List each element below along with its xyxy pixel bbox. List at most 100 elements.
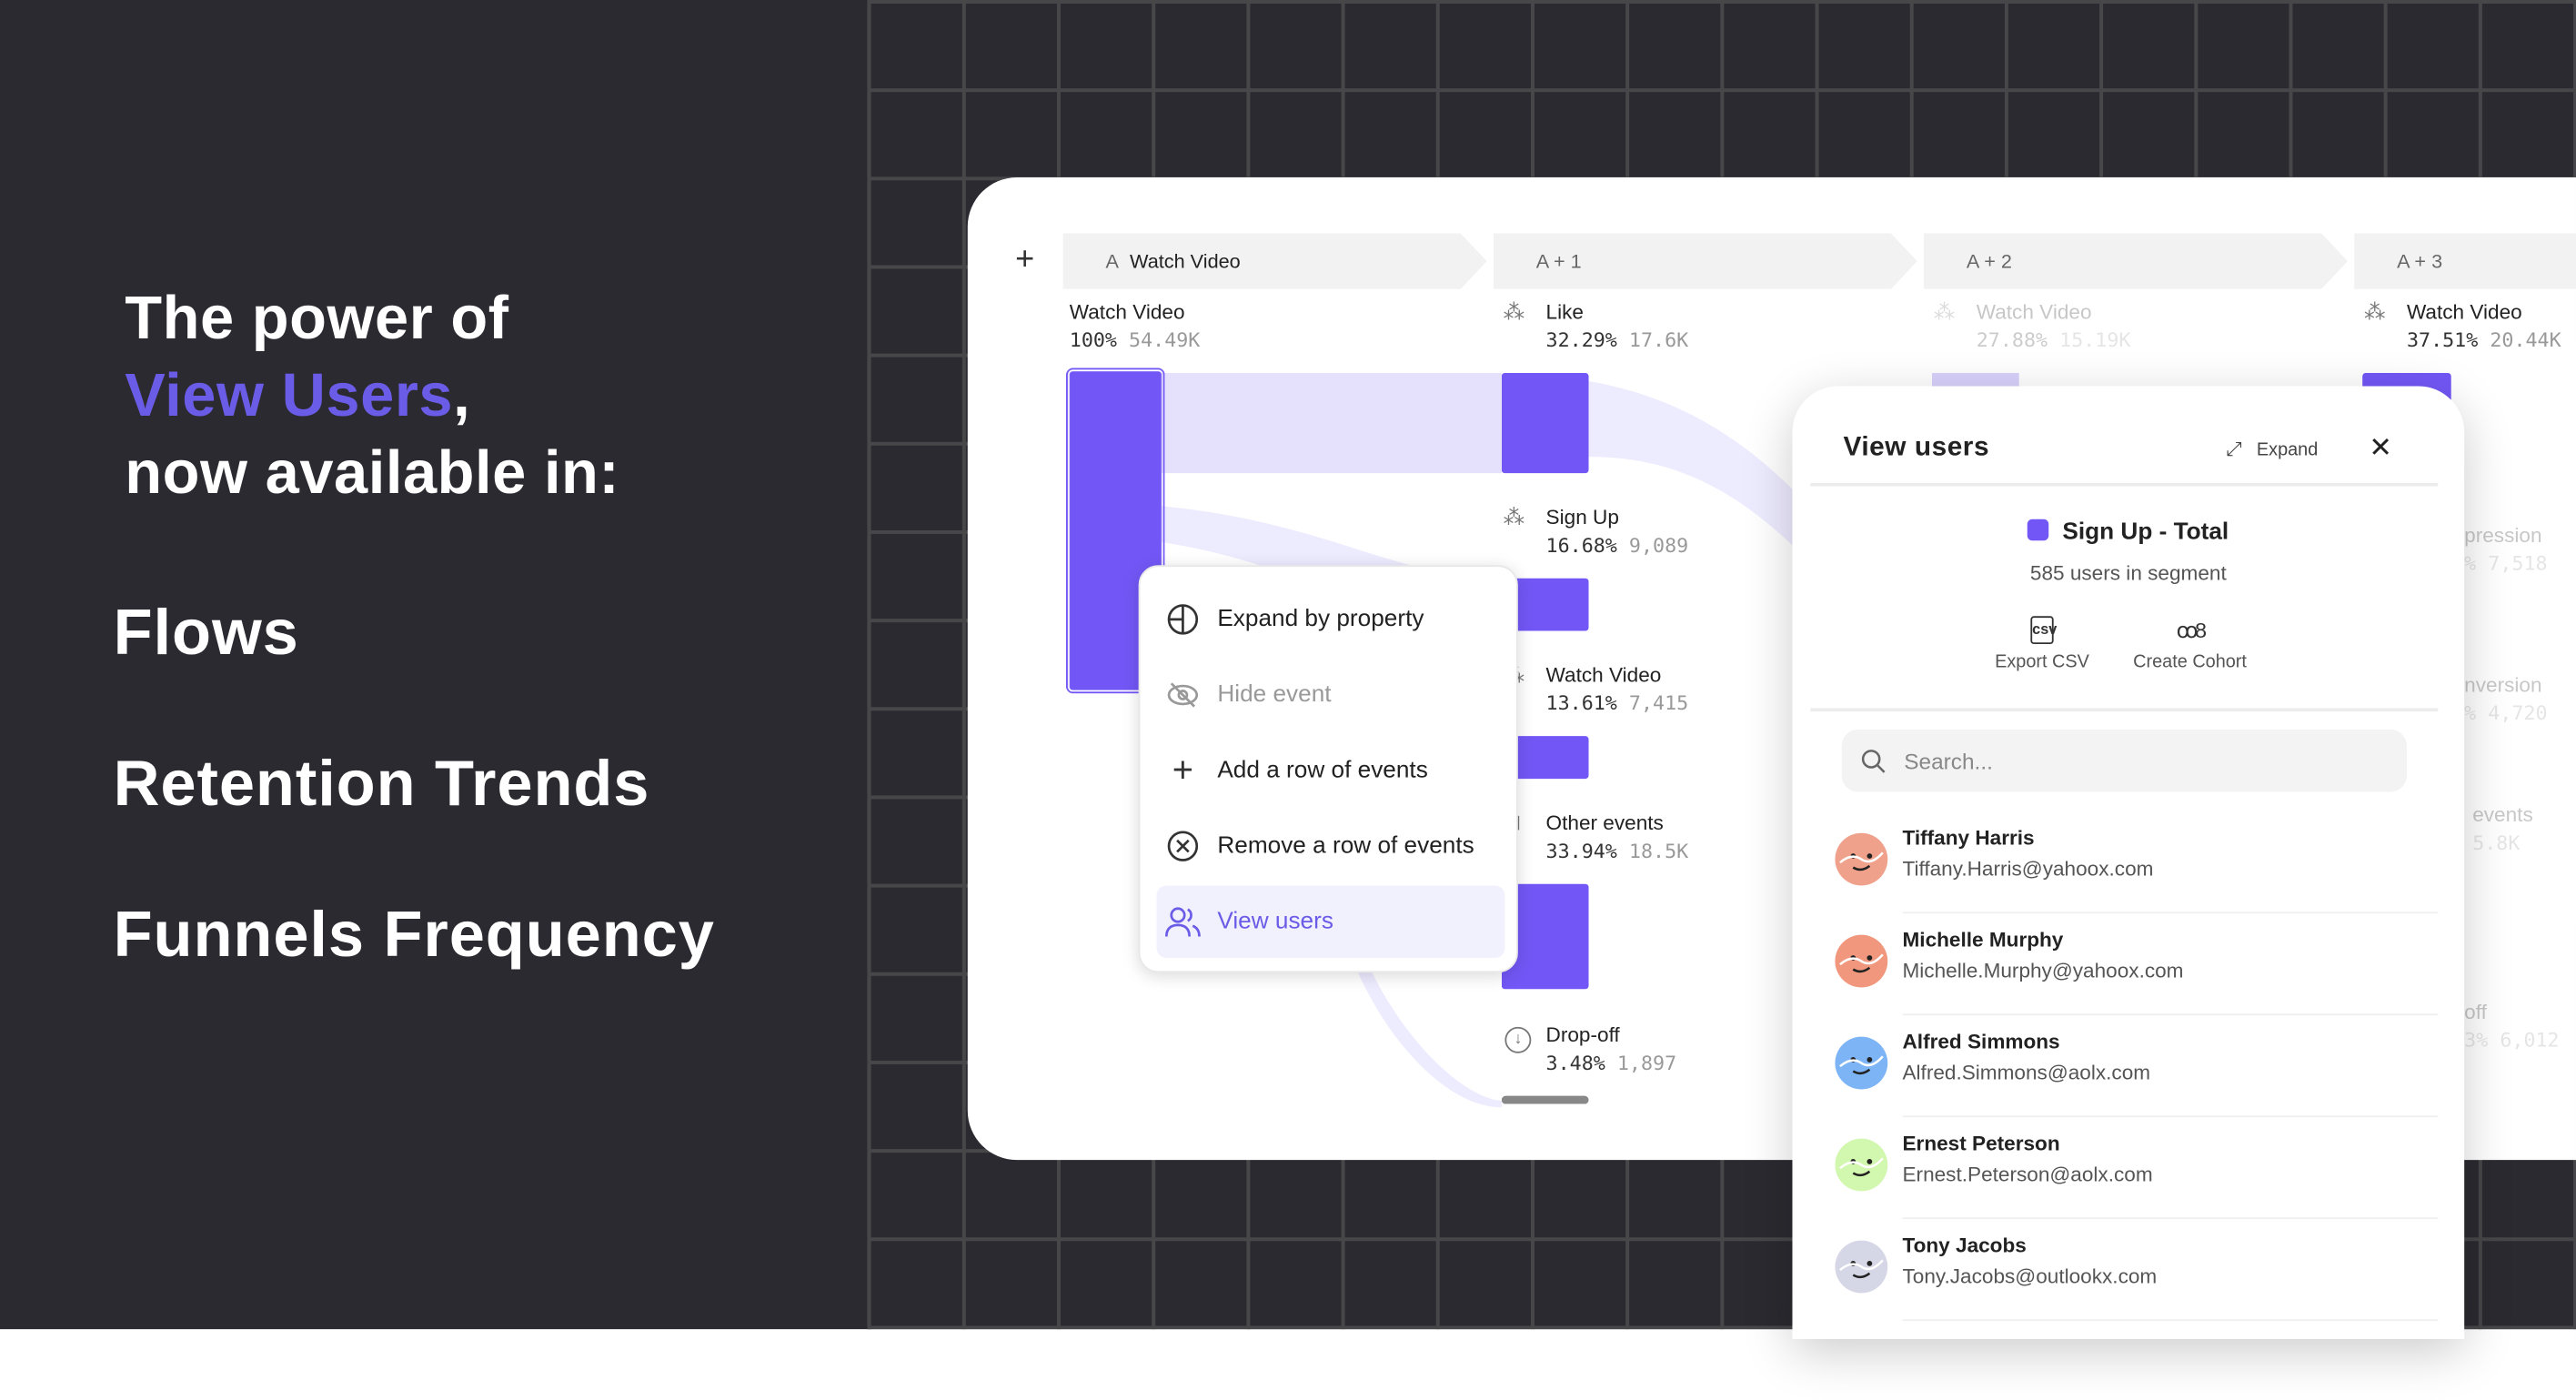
node-pct: 13.61% [1545,691,1617,715]
node-count: 15.19K [2059,328,2131,352]
node-like[interactable]: ⁂ Like 32.29% 17.6K [1503,298,1689,352]
avatar [1835,934,1888,988]
user-name: Tiffany Harris [1902,826,2035,850]
user-row[interactable]: Alfred Simmons Alfred.Simmons@aolx.com [1835,1015,2439,1118]
node-count: 5.8K [2472,831,2521,855]
node-drop-off[interactable]: ↓ Drop-off 3.48% 1,897 [1504,1023,1676,1074]
divider [1902,1318,2439,1322]
expand-button[interactable]: ⤢ Expand [2226,437,2318,461]
export-csv-label: Export CSV [1995,652,2089,672]
node-bar-like[interactable] [1501,372,1589,474]
node-count: 18.5K [1628,839,1689,863]
tab-a-plus-3[interactable]: A + 3 [2354,233,2576,288]
feature-funnels-frequency: Funnels Frequency [113,900,715,972]
create-cohort-button[interactable]: ꝏ8 Create Cohort [2116,616,2264,672]
user-row[interactable]: Tiffany Harris Tiffany.Harris@yahoox.com [1835,811,2439,914]
user-name: Tony Jacobs [1902,1234,2027,1257]
node-label: Watch Video [1545,663,1662,687]
menu-item-hide-event[interactable]: Hide event [1157,659,1505,730]
hero-comma: , [453,361,471,429]
node-pct: 3% [2464,1028,2489,1052]
user-email: Tony.Jacobs@outlookx.com [1902,1264,2158,1288]
ribbon-dropoff [1348,949,1502,1108]
node-pct: % [2464,551,2477,576]
avatar [1835,1036,1888,1090]
segment-color-swatch [2028,519,2049,541]
feature-retention-trends: Retention Trends [113,749,650,821]
export-csv-button[interactable]: csv Export CSV [1977,616,2108,672]
node-label: Sign Up [1545,506,1619,529]
node-pct: 100% [1069,328,1117,352]
node-step3-4[interactable]: events 5.8K [2472,803,2533,854]
search-input[interactable]: Search... [1841,729,2407,792]
divider [1902,1012,2439,1016]
hero-accent: View Users [125,361,454,429]
tab-watch-video[interactable]: A Watch Video [1063,233,1487,288]
node-pct: 33.94% [1545,839,1617,863]
hero-line-3: now available in: [125,438,620,507]
pie-chart-icon [1165,601,1202,638]
create-cohort-label: Create Cohort [2133,652,2247,672]
avatar [1835,1138,1888,1192]
node-label: Other events [1545,811,1664,835]
expand-icon: ⤢ [2226,437,2242,460]
segment-count: 585 users in segment [2029,561,2227,585]
menu-item-label: Add a row of events [1217,757,1428,784]
cursor-click-icon: ⁂ [1503,298,1525,324]
node-step2-watch-video[interactable]: ⁂ Watch Video 27.88% 15.19K [1934,300,2131,352]
node-count: 20.44K [2490,328,2561,352]
segment-title: Sign Up - Total [1792,519,2464,546]
cursor-click-icon: ⁂ [1503,504,1525,529]
node-count: 1,897 [1616,1051,1677,1075]
expand-label: Expand [2256,439,2319,459]
node-pct: 16.68% [1545,533,1617,558]
user-row[interactable]: Tony Jacobs Tony.Jacobs@outlookx.com [1835,1219,2439,1322]
node-sign-up[interactable]: ⁂ Sign Up 16.68% 9,089 [1503,504,1689,558]
add-step-button[interactable]: + [1015,241,1035,278]
tab-prefix: A [1105,249,1119,273]
node-label: Watch Video [1069,300,1185,324]
menu-item-view-users[interactable]: View users [1156,885,1505,958]
node-bar-drop-off[interactable] [1501,1095,1589,1104]
user-email: Alfred.Simmons@aolx.com [1902,1061,2151,1085]
hero-heading: The power of View Users, now available i… [125,279,619,511]
node-count: 54.49K [1129,328,1201,352]
node-label: Drop-off [1545,1023,1620,1047]
node-count: 17.6K [1628,328,1689,352]
panel-title: View users [1843,432,1990,462]
node-step3-2[interactable]: pression% 7,518 [2464,524,2547,575]
close-button[interactable]: ✕ [2369,432,2392,465]
node-pct: 37.51% [2406,328,2479,352]
node-count: 9,089 [1628,533,1689,558]
menu-item-remove-row[interactable]: Remove a row of events [1157,810,1505,881]
node-label: off [2464,1000,2487,1024]
segment-name: Sign Up - Total [2062,519,2229,546]
cursor-click-icon: ⁂ [2364,298,2386,324]
tab-a-plus-2[interactable]: A + 2 [1924,233,2348,288]
node-other-events[interactable]: ⊞ Other events 33.94% 18.5K [1504,811,1689,863]
node-watch-video[interactable]: ⁂ Watch Video 13.61% 7,415 [1504,663,1689,715]
node-step3-3[interactable]: nversion% 4,720 [2464,674,2547,725]
user-name: Alfred Simmons [1902,1030,2060,1053]
menu-item-add-row[interactable]: + Add a row of events [1157,734,1505,806]
eye-off-icon [1165,677,1202,713]
file-csv-icon: csv [2030,616,2057,644]
node-count: 4,720 [2488,701,2548,725]
node-step3-watch-video[interactable]: ⁂ Watch Video 37.51% 20.44K [2364,298,2561,352]
node-label: events [2472,803,2533,827]
user-row[interactable]: Ernest Peterson Ernest.Peterson@aolx.com [1835,1117,2439,1220]
divider [1902,1114,2439,1118]
tab-a-plus-1[interactable]: A + 1 [1494,233,1917,288]
node-start[interactable]: Watch Video 100% 54.49K [1070,301,1201,352]
menu-item-expand-by-property[interactable]: Expand by property [1157,583,1505,655]
hero-line-1: The power of [125,284,509,352]
user-row[interactable]: Michelle Murphy Michelle.Murphy@yahoox.c… [1835,913,2439,1016]
x-circle-icon [1165,828,1202,864]
search-placeholder: Search... [1904,748,1993,773]
node-step3-5[interactable]: off 3% 6,012 [2464,1001,2559,1052]
node-pct: 3.48% [1545,1051,1605,1075]
context-menu: Expand by property Hide event + Add a ro… [1138,565,1518,973]
menu-item-label: Hide event [1217,681,1332,709]
node-bar-step2[interactable] [1931,372,2019,390]
node-label: pression [2464,524,2542,548]
